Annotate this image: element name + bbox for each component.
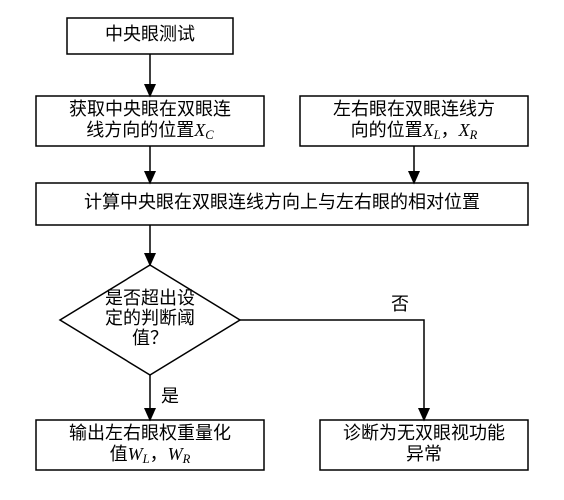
edge-decision-normal [240, 320, 424, 420]
node-out-normal-line2: 异常 [406, 444, 442, 464]
edge-label-yes: 是 [161, 386, 179, 406]
node-decision-line2: 定的判断阈 [105, 308, 195, 328]
node-start-text: 中央眼测试 [105, 24, 195, 44]
node-decision-line1: 是否超出设 [105, 288, 195, 308]
node-out-normal-line1: 诊断为无双眼视功能 [343, 423, 505, 443]
node-out-weights-line2: 值WL，WR [110, 444, 191, 466]
node-xlr-line2: 向的位置XL，XR [351, 120, 478, 142]
edge-label-no: 否 [391, 294, 409, 314]
node-decision-line3: 值？ [132, 328, 168, 348]
node-xc-line1: 获取中央眼在双眼连 [69, 99, 231, 119]
node-calc-text: 计算中央眼在双眼连线方向上与左右眼的相对位置 [84, 192, 480, 212]
node-xc-line2: 线方向的位置XC [86, 120, 214, 142]
node-out-weights-line1: 输出左右眼权重量化 [69, 423, 231, 443]
node-xlr-line1: 左右眼在双眼连线方 [333, 99, 495, 119]
